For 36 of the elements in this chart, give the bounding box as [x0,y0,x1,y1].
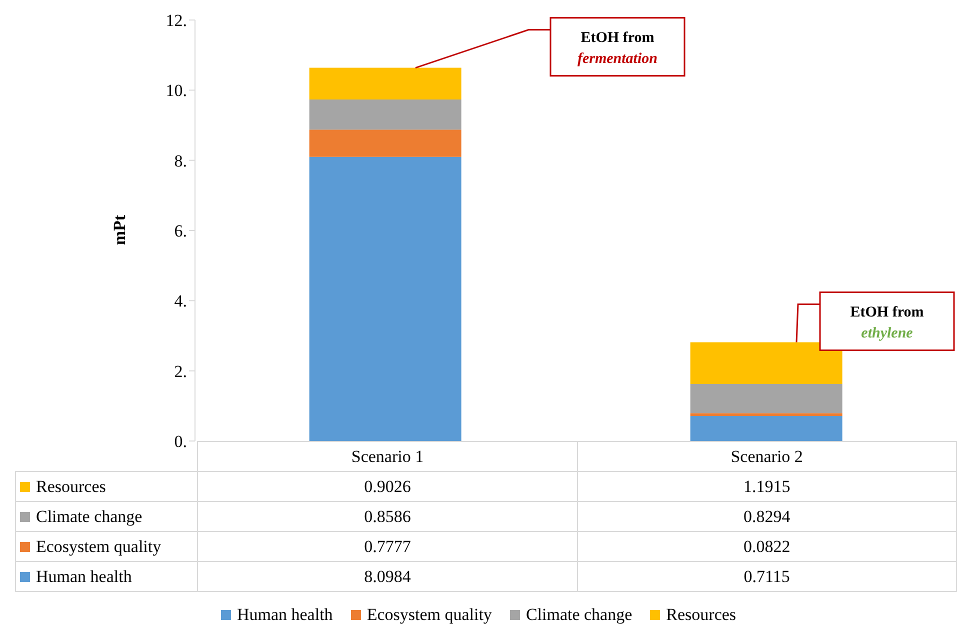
text: Ecosystem quality [36,536,162,556]
bar [690,416,842,441]
x-tick-label: Scenario 2 [577,442,956,472]
data-label: 0.8294 [577,502,956,532]
annotation: EtOH from ethylene [850,304,924,342]
y-tick-label: 10. [166,81,187,100]
legend-label: Ecosystem quality [366,605,492,625]
legend-label: Climate change [16,502,198,532]
x-tick-label: Scenario 1 [198,442,578,472]
text: Resources [36,476,106,496]
y-tick-label: 0. [174,432,187,452]
data-label: 0.7115 [577,562,956,592]
data-label: 0.8586 [198,502,578,532]
data-label: 0.9026 [198,472,578,502]
y-axis-title: mPt [110,214,130,246]
bar [690,413,842,416]
y-tick-label: 6. [174,222,187,241]
bar [309,130,462,157]
bar [690,342,842,384]
bar [309,68,462,100]
text: Human health [36,566,132,586]
legend-label: Human health [236,605,333,625]
legend-label: Resources [665,605,736,625]
bar [690,384,842,414]
annotation: EtOH from fermentation [577,30,658,67]
text: Climate change [526,605,632,624]
y-tick-label: 12. [166,11,187,30]
bar [309,156,462,441]
bar [309,99,462,130]
data-label: 8.0984 [198,562,578,592]
data-label: 0.7777 [198,532,578,562]
y-tick-label: 4. [174,292,187,311]
y-tick-label: 8. [174,151,187,170]
data-label: 1.1915 [577,472,956,502]
data-label: 0.0822 [577,532,956,562]
y-tick-label: 2. [174,362,187,381]
